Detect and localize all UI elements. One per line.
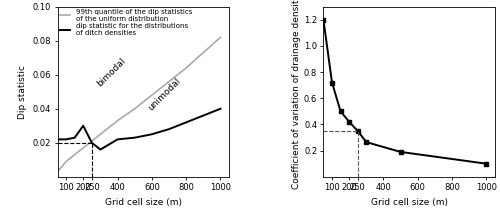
dip statistic for the distributions
of ditch densities bbox=[80, 124, 86, 127]
Text: bimodal: bimodal bbox=[95, 56, 128, 88]
dip statistic for the distributions
of ditch densities bbox=[183, 121, 189, 124]
Line: dip statistic for the distributions
of ditch densities: dip statistic for the distributions of d… bbox=[58, 109, 220, 150]
Legend: 99th quantile of the dip statistics
of the uniform distribution, dip statistic f: 99th quantile of the dip statistics of t… bbox=[60, 9, 192, 36]
99th quantile of the dip statistics
of the uniform distribution bbox=[132, 107, 138, 110]
99th quantile of the dip statistics
of the uniform distribution bbox=[114, 119, 120, 122]
dip statistic for the distributions
of ditch densities bbox=[63, 138, 69, 141]
dip statistic for the distributions
of ditch densities bbox=[98, 148, 103, 151]
99th quantile of the dip statistics
of the uniform distribution bbox=[72, 153, 78, 156]
X-axis label: Grid cell size (m): Grid cell size (m) bbox=[105, 198, 182, 207]
dip statistic for the distributions
of ditch densities bbox=[89, 141, 95, 144]
Y-axis label: Dip statistic: Dip statistic bbox=[18, 65, 27, 119]
99th quantile of the dip statistics
of the uniform distribution bbox=[54, 170, 60, 173]
99th quantile of the dip statistics
of the uniform distribution bbox=[80, 147, 86, 149]
dip statistic for the distributions
of ditch densities bbox=[200, 114, 206, 117]
dip statistic for the distributions
of ditch densities bbox=[54, 138, 60, 141]
dip statistic for the distributions
of ditch densities bbox=[149, 133, 155, 135]
99th quantile of the dip statistics
of the uniform distribution bbox=[200, 51, 206, 54]
Text: unimodal: unimodal bbox=[146, 76, 183, 112]
99th quantile of the dip statistics
of the uniform distribution bbox=[218, 36, 224, 39]
99th quantile of the dip statistics
of the uniform distribution bbox=[89, 140, 95, 142]
dip statistic for the distributions
of ditch densities bbox=[166, 128, 172, 130]
Line: 99th quantile of the dip statistics
of the uniform distribution: 99th quantile of the dip statistics of t… bbox=[58, 37, 220, 172]
99th quantile of the dip statistics
of the uniform distribution bbox=[149, 94, 155, 96]
X-axis label: Grid cell size (m): Grid cell size (m) bbox=[370, 198, 448, 207]
dip statistic for the distributions
of ditch densities bbox=[132, 136, 138, 139]
dip statistic for the distributions
of ditch densities bbox=[114, 138, 120, 141]
dip statistic for the distributions
of ditch densities bbox=[218, 107, 224, 110]
99th quantile of the dip statistics
of the uniform distribution bbox=[98, 133, 103, 135]
dip statistic for the distributions
of ditch densities bbox=[72, 136, 78, 139]
99th quantile of the dip statistics
of the uniform distribution bbox=[183, 67, 189, 69]
Y-axis label: Coefficient of variation of drainage density: Coefficient of variation of drainage den… bbox=[292, 0, 301, 189]
99th quantile of the dip statistics
of the uniform distribution bbox=[166, 80, 172, 83]
99th quantile of the dip statistics
of the uniform distribution bbox=[63, 160, 69, 163]
